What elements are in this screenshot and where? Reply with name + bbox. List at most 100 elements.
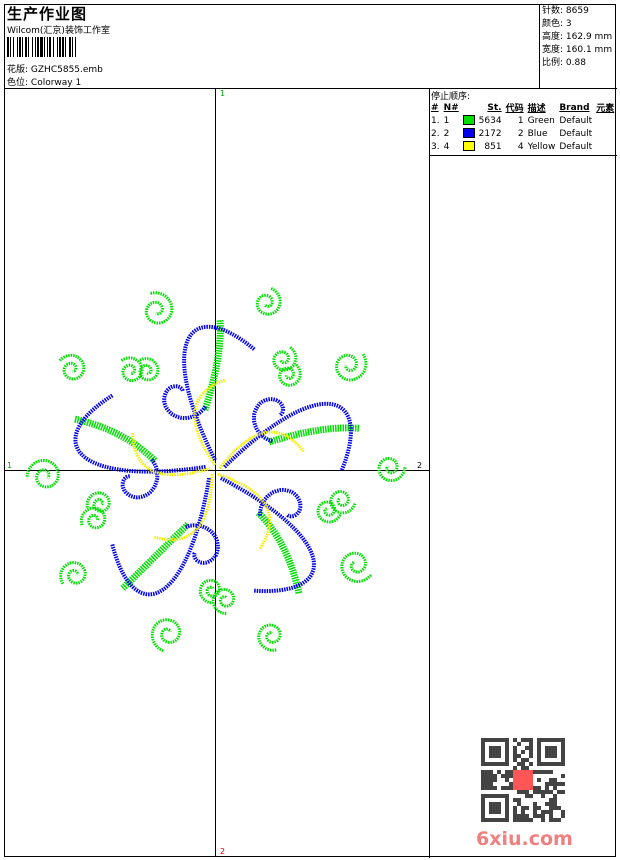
info-colors: 颜色: 3 bbox=[542, 18, 572, 31]
qr-module bbox=[533, 802, 537, 806]
barcode-bar bbox=[40, 37, 43, 57]
value: 160.1 mm bbox=[565, 45, 613, 55]
qr-module bbox=[533, 806, 537, 810]
barcode-bar bbox=[62, 37, 64, 57]
barcode-bar bbox=[17, 37, 18, 57]
divider bbox=[4, 88, 617, 89]
divider bbox=[429, 88, 430, 858]
row-n: 1 bbox=[443, 115, 450, 126]
qr-module bbox=[521, 818, 525, 822]
qr-module bbox=[537, 814, 541, 818]
qr-module bbox=[517, 798, 521, 802]
qr-module bbox=[549, 802, 553, 806]
qr-module bbox=[485, 782, 489, 786]
qr-module bbox=[557, 818, 561, 822]
qr-module bbox=[549, 790, 553, 794]
barcode-bar bbox=[49, 37, 51, 57]
qr-module bbox=[513, 754, 517, 758]
info-height: 高度: 162.9 mm bbox=[542, 31, 612, 44]
qr-module bbox=[541, 810, 545, 814]
qr-module bbox=[541, 770, 545, 774]
qr-module bbox=[513, 818, 517, 822]
row-code: 1 bbox=[517, 115, 524, 126]
qr-module bbox=[521, 738, 525, 742]
qr-finder bbox=[489, 802, 501, 814]
qr-module bbox=[529, 738, 533, 742]
qr-module bbox=[489, 778, 493, 782]
yellow-petal bbox=[217, 472, 272, 550]
green-spiral bbox=[79, 506, 107, 530]
qr-module bbox=[517, 754, 521, 758]
qr-module bbox=[557, 806, 561, 810]
qr-module bbox=[553, 794, 557, 798]
design-value: GZHC5855.emb bbox=[30, 65, 103, 75]
qr-module bbox=[509, 786, 513, 790]
qr-module bbox=[493, 778, 497, 782]
qr-module bbox=[513, 814, 517, 818]
barcode-bar bbox=[48, 37, 49, 57]
qr-module bbox=[549, 818, 553, 822]
barcode-bar bbox=[28, 37, 29, 57]
divider bbox=[539, 4, 540, 89]
label: 比例: bbox=[542, 58, 564, 68]
green-spiral bbox=[198, 578, 222, 605]
green-spiral bbox=[211, 587, 236, 616]
blue-spiral bbox=[120, 458, 160, 500]
qr-module bbox=[561, 782, 565, 786]
row-index: 3. bbox=[431, 141, 440, 152]
qr-module bbox=[485, 770, 489, 774]
row-stitches: 2172 bbox=[478, 128, 502, 139]
barcode bbox=[7, 37, 150, 57]
qr-module bbox=[561, 774, 565, 778]
row-code: 2 bbox=[517, 128, 524, 139]
barcode-bar bbox=[33, 37, 35, 57]
qr-module bbox=[553, 818, 557, 822]
colorway: 色位: Colorway 1 bbox=[7, 75, 81, 88]
qr-module bbox=[545, 802, 549, 806]
row-stitches: 5634 bbox=[478, 115, 502, 126]
qr-module bbox=[505, 770, 509, 774]
qr-module bbox=[517, 762, 521, 766]
barcode-bar bbox=[18, 37, 19, 57]
barcode-bar bbox=[13, 37, 14, 57]
barcode-bar bbox=[75, 37, 76, 57]
row-brand: Default bbox=[559, 115, 593, 126]
barcode-bar bbox=[54, 37, 57, 57]
barcode-bar bbox=[10, 37, 11, 57]
blue-outline bbox=[110, 477, 212, 597]
barcode-bar bbox=[61, 37, 62, 57]
qr-module bbox=[553, 798, 557, 802]
design-label: 花版: bbox=[7, 65, 29, 75]
value: 8659 bbox=[565, 6, 589, 16]
barcode-bar bbox=[72, 37, 73, 57]
qr-module bbox=[485, 774, 489, 778]
qr-module bbox=[545, 770, 549, 774]
barcode-bar bbox=[45, 37, 47, 57]
blue-spiral bbox=[251, 397, 286, 444]
qr-module bbox=[517, 818, 521, 822]
yellow-petal bbox=[130, 432, 211, 477]
qr-module bbox=[525, 746, 529, 750]
qr-module bbox=[537, 786, 541, 790]
qr-module bbox=[549, 810, 553, 814]
barcode-bar bbox=[37, 37, 39, 57]
barcode-bar bbox=[57, 37, 58, 57]
page-frame bbox=[4, 4, 616, 857]
qr-module bbox=[485, 778, 489, 782]
col-stitches: St. bbox=[487, 102, 502, 113]
qr-module bbox=[501, 774, 505, 778]
green-spiral bbox=[316, 500, 342, 524]
divider bbox=[429, 155, 617, 156]
qr-module bbox=[549, 798, 553, 802]
qr-module bbox=[489, 782, 493, 786]
barcode-bar bbox=[47, 37, 48, 57]
green-spiral bbox=[377, 456, 407, 482]
barcode-bar bbox=[58, 37, 59, 57]
qr-module bbox=[497, 770, 501, 774]
qr-module bbox=[505, 786, 509, 790]
qr-module bbox=[561, 814, 565, 818]
table-row: 3. 4 851 4 Yellow Default bbox=[430, 140, 617, 153]
qr-module bbox=[541, 790, 545, 794]
axis-label-top: 1 bbox=[220, 89, 226, 98]
qr-module bbox=[549, 806, 553, 810]
